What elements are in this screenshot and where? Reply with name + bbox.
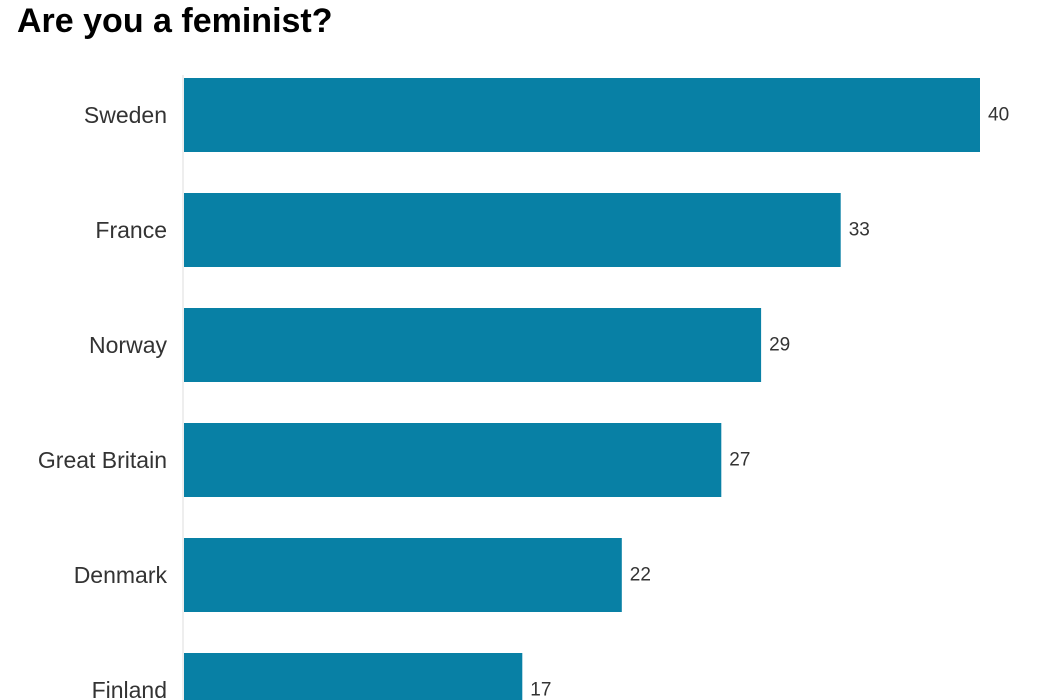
value-label: 27 [729,450,750,471]
bar-finland [184,653,523,700]
category-label: Denmark [74,562,168,588]
bar-great-britain [184,423,722,497]
value-label: 40 [988,105,1009,126]
category-label: Great Britain [38,447,167,473]
category-label: Finland [92,677,167,700]
chart-title: Are you a feminist? [17,2,333,40]
category-label: France [95,217,167,243]
category-label: Norway [89,332,167,358]
bar-norway [184,308,762,382]
bar-sweden [184,78,980,152]
value-label: 29 [769,335,790,356]
value-label: 17 [530,680,551,700]
value-label: 33 [849,220,870,241]
value-label: 22 [630,565,651,586]
bars-group: Sweden 40 France 33 Norway 29 Great Britain 27 D… [38,78,1009,700]
bar-france [184,193,841,267]
bar-denmark [184,538,622,612]
category-label: Sweden [84,102,167,128]
